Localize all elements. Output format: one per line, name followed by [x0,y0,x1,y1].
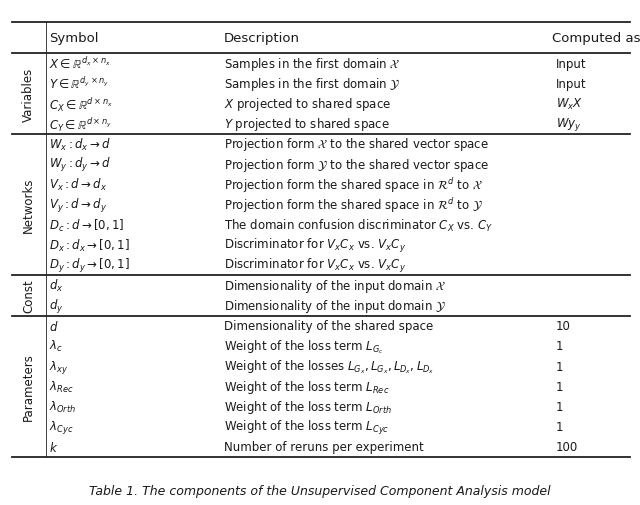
Text: Computed as:: Computed as: [552,32,640,45]
Text: Parameters: Parameters [22,352,35,420]
Text: $V_x : d \rightarrow d_x$: $V_x : d \rightarrow d_x$ [49,177,108,193]
Text: Projection form the shared space in $\mathcal{R}^d$ to $\mathcal{X}$: Projection form the shared space in $\ma… [224,176,483,194]
Text: Input: Input [556,58,586,71]
Text: Variables: Variables [22,67,35,121]
Text: $W_x X$: $W_x X$ [556,97,582,112]
Text: Input: Input [556,78,586,91]
Text: Projection form the shared space in $\mathcal{R}^d$ to $\mathcal{Y}$: Projection form the shared space in $\ma… [224,196,483,215]
Text: $\lambda_{xy}$: $\lambda_{xy}$ [49,358,68,375]
Text: 100: 100 [556,440,578,453]
Text: 1: 1 [556,360,563,373]
Text: $d_y$: $d_y$ [49,297,64,315]
Text: Discriminator for $V_x C_x$ vs. $V_x C_y$: Discriminator for $V_x C_x$ vs. $V_x C_y… [224,257,406,275]
Text: 1: 1 [556,380,563,393]
Text: $W y_y$: $W y_y$ [556,116,581,133]
Text: Table 1. The components of the Unsupervised Component Analysis model: Table 1. The components of the Unsupervi… [89,484,551,497]
Text: Symbol: Symbol [49,32,98,45]
Text: $d_x$: $d_x$ [49,278,64,294]
Text: Dimensionality of the input domain $\mathcal{Y}$: Dimensionality of the input domain $\mat… [224,297,446,315]
Text: Samples in the first domain $\mathcal{X}$: Samples in the first domain $\mathcal{X}… [224,56,401,73]
Text: $V_y : d \rightarrow d_y$: $V_y : d \rightarrow d_y$ [49,196,108,214]
Text: $\lambda_{Rec}$: $\lambda_{Rec}$ [49,379,74,394]
Text: $Y \in \mathbb{R}^{d_y \times n_y}$: $Y \in \mathbb{R}^{d_y \times n_y}$ [49,76,109,92]
Text: The domain confusion discriminator $C_X$ vs. $C_Y$: The domain confusion discriminator $C_X$… [224,217,493,233]
Text: Number of reruns per experiment: Number of reruns per experiment [224,440,424,453]
Text: Weight of the loss term $L_{Orth}$: Weight of the loss term $L_{Orth}$ [224,398,392,415]
Text: $d$: $d$ [49,319,59,333]
Text: $\lambda_{Cyc}$: $\lambda_{Cyc}$ [49,418,74,435]
Text: 1: 1 [556,340,563,352]
Text: $X \in \mathbb{R}^{d_x \times n_x}$: $X \in \mathbb{R}^{d_x \times n_x}$ [49,56,111,72]
Text: Weight of the loss term $L_{Cyc}$: Weight of the loss term $L_{Cyc}$ [224,418,389,436]
Text: $C_Y \in \mathbb{R}^{d \times n_y}$: $C_Y \in \mathbb{R}^{d \times n_y}$ [49,116,113,133]
Text: Samples in the first domain $\mathcal{Y}$: Samples in the first domain $\mathcal{Y}… [224,76,401,93]
Text: Dimensionality of the input domain $\mathcal{X}$: Dimensionality of the input domain $\mat… [224,277,446,294]
Text: $X$ projected to shared space: $X$ projected to shared space [224,96,391,113]
Text: $k$: $k$ [49,440,58,454]
Text: 1: 1 [556,420,563,433]
Text: $W_x : d_x \rightarrow d$: $W_x : d_x \rightarrow d$ [49,137,111,153]
Text: Networks: Networks [22,177,35,233]
Text: $W_y : d_y \rightarrow d$: $W_y : d_y \rightarrow d$ [49,156,111,174]
Text: Projection form $\mathcal{Y}$ to the shared vector space: Projection form $\mathcal{Y}$ to the sha… [224,157,489,173]
Text: $\lambda_{Orth}$: $\lambda_{Orth}$ [49,399,77,414]
Text: $D_y : d_y \rightarrow [0, 1]$: $D_y : d_y \rightarrow [0, 1]$ [49,257,131,275]
Text: 10: 10 [556,320,570,332]
Text: Dimensionality of the shared space: Dimensionality of the shared space [224,320,433,332]
Text: Projection form $\mathcal{X}$ to the shared vector space: Projection form $\mathcal{X}$ to the sha… [224,136,489,153]
Text: $D_c : d \rightarrow [0, 1]$: $D_c : d \rightarrow [0, 1]$ [49,217,125,233]
Text: Weight of the loss term $L_{Rec}$: Weight of the loss term $L_{Rec}$ [224,378,390,395]
Text: $D_x : d_x \rightarrow [0, 1]$: $D_x : d_x \rightarrow [0, 1]$ [49,237,131,254]
Text: $C_X \in \mathbb{R}^{d \times n_x}$: $C_X \in \mathbb{R}^{d \times n_x}$ [49,95,113,114]
Text: Description: Description [223,32,300,45]
Text: 1: 1 [556,400,563,413]
Text: $\lambda_c$: $\lambda_c$ [49,339,63,354]
Text: Discriminator for $V_x C_x$ vs. $V_x C_y$: Discriminator for $V_x C_x$ vs. $V_x C_y… [224,236,406,255]
Text: $Y$ projected to shared space: $Y$ projected to shared space [224,116,390,133]
Text: Const: Const [22,279,35,313]
Text: Weight of the loss term $L_{G_c}$: Weight of the loss term $L_{G_c}$ [224,337,384,355]
Text: Weight of the losses $L_{G_x}, L_{G_x}, L_{D_x}, L_{D_x}$: Weight of the losses $L_{G_x}, L_{G_x}, … [224,358,435,375]
